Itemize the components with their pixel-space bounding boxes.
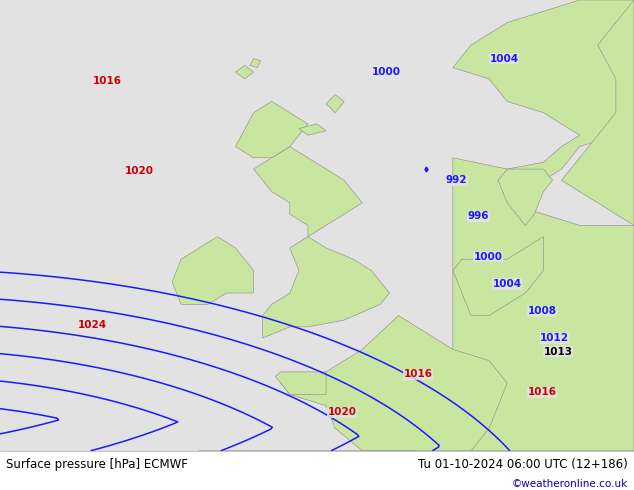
Polygon shape <box>326 95 344 113</box>
Text: 1024: 1024 <box>77 319 107 330</box>
Text: ©weatheronline.co.uk: ©weatheronline.co.uk <box>512 479 628 489</box>
Text: 1013: 1013 <box>543 346 573 357</box>
Text: 1020: 1020 <box>125 166 154 176</box>
Text: 1016: 1016 <box>527 387 557 397</box>
Polygon shape <box>250 59 261 68</box>
Text: 1000: 1000 <box>474 252 503 262</box>
Text: 1000: 1000 <box>372 67 401 77</box>
Text: 1008: 1008 <box>527 306 557 316</box>
Text: 1004: 1004 <box>489 53 519 64</box>
Text: 996: 996 <box>468 211 489 221</box>
Polygon shape <box>172 237 254 304</box>
Polygon shape <box>453 237 543 316</box>
Text: 992: 992 <box>446 175 467 185</box>
Polygon shape <box>281 316 507 451</box>
Polygon shape <box>562 0 634 225</box>
Polygon shape <box>498 169 552 225</box>
Polygon shape <box>275 372 326 394</box>
Polygon shape <box>299 124 326 135</box>
Polygon shape <box>453 0 634 451</box>
Polygon shape <box>254 147 362 237</box>
Text: 1004: 1004 <box>493 279 522 289</box>
Text: 1016: 1016 <box>404 369 433 379</box>
Polygon shape <box>235 101 308 158</box>
Polygon shape <box>199 451 417 490</box>
Text: Tu 01-10-2024 06:00 UTC (12+186): Tu 01-10-2024 06:00 UTC (12+186) <box>418 458 628 471</box>
Text: 1016: 1016 <box>93 76 122 86</box>
Polygon shape <box>235 65 254 79</box>
Text: 1020: 1020 <box>328 408 357 417</box>
Polygon shape <box>262 237 389 338</box>
Text: Surface pressure [hPa] ECMWF: Surface pressure [hPa] ECMWF <box>6 458 188 471</box>
Text: 1012: 1012 <box>540 333 569 343</box>
